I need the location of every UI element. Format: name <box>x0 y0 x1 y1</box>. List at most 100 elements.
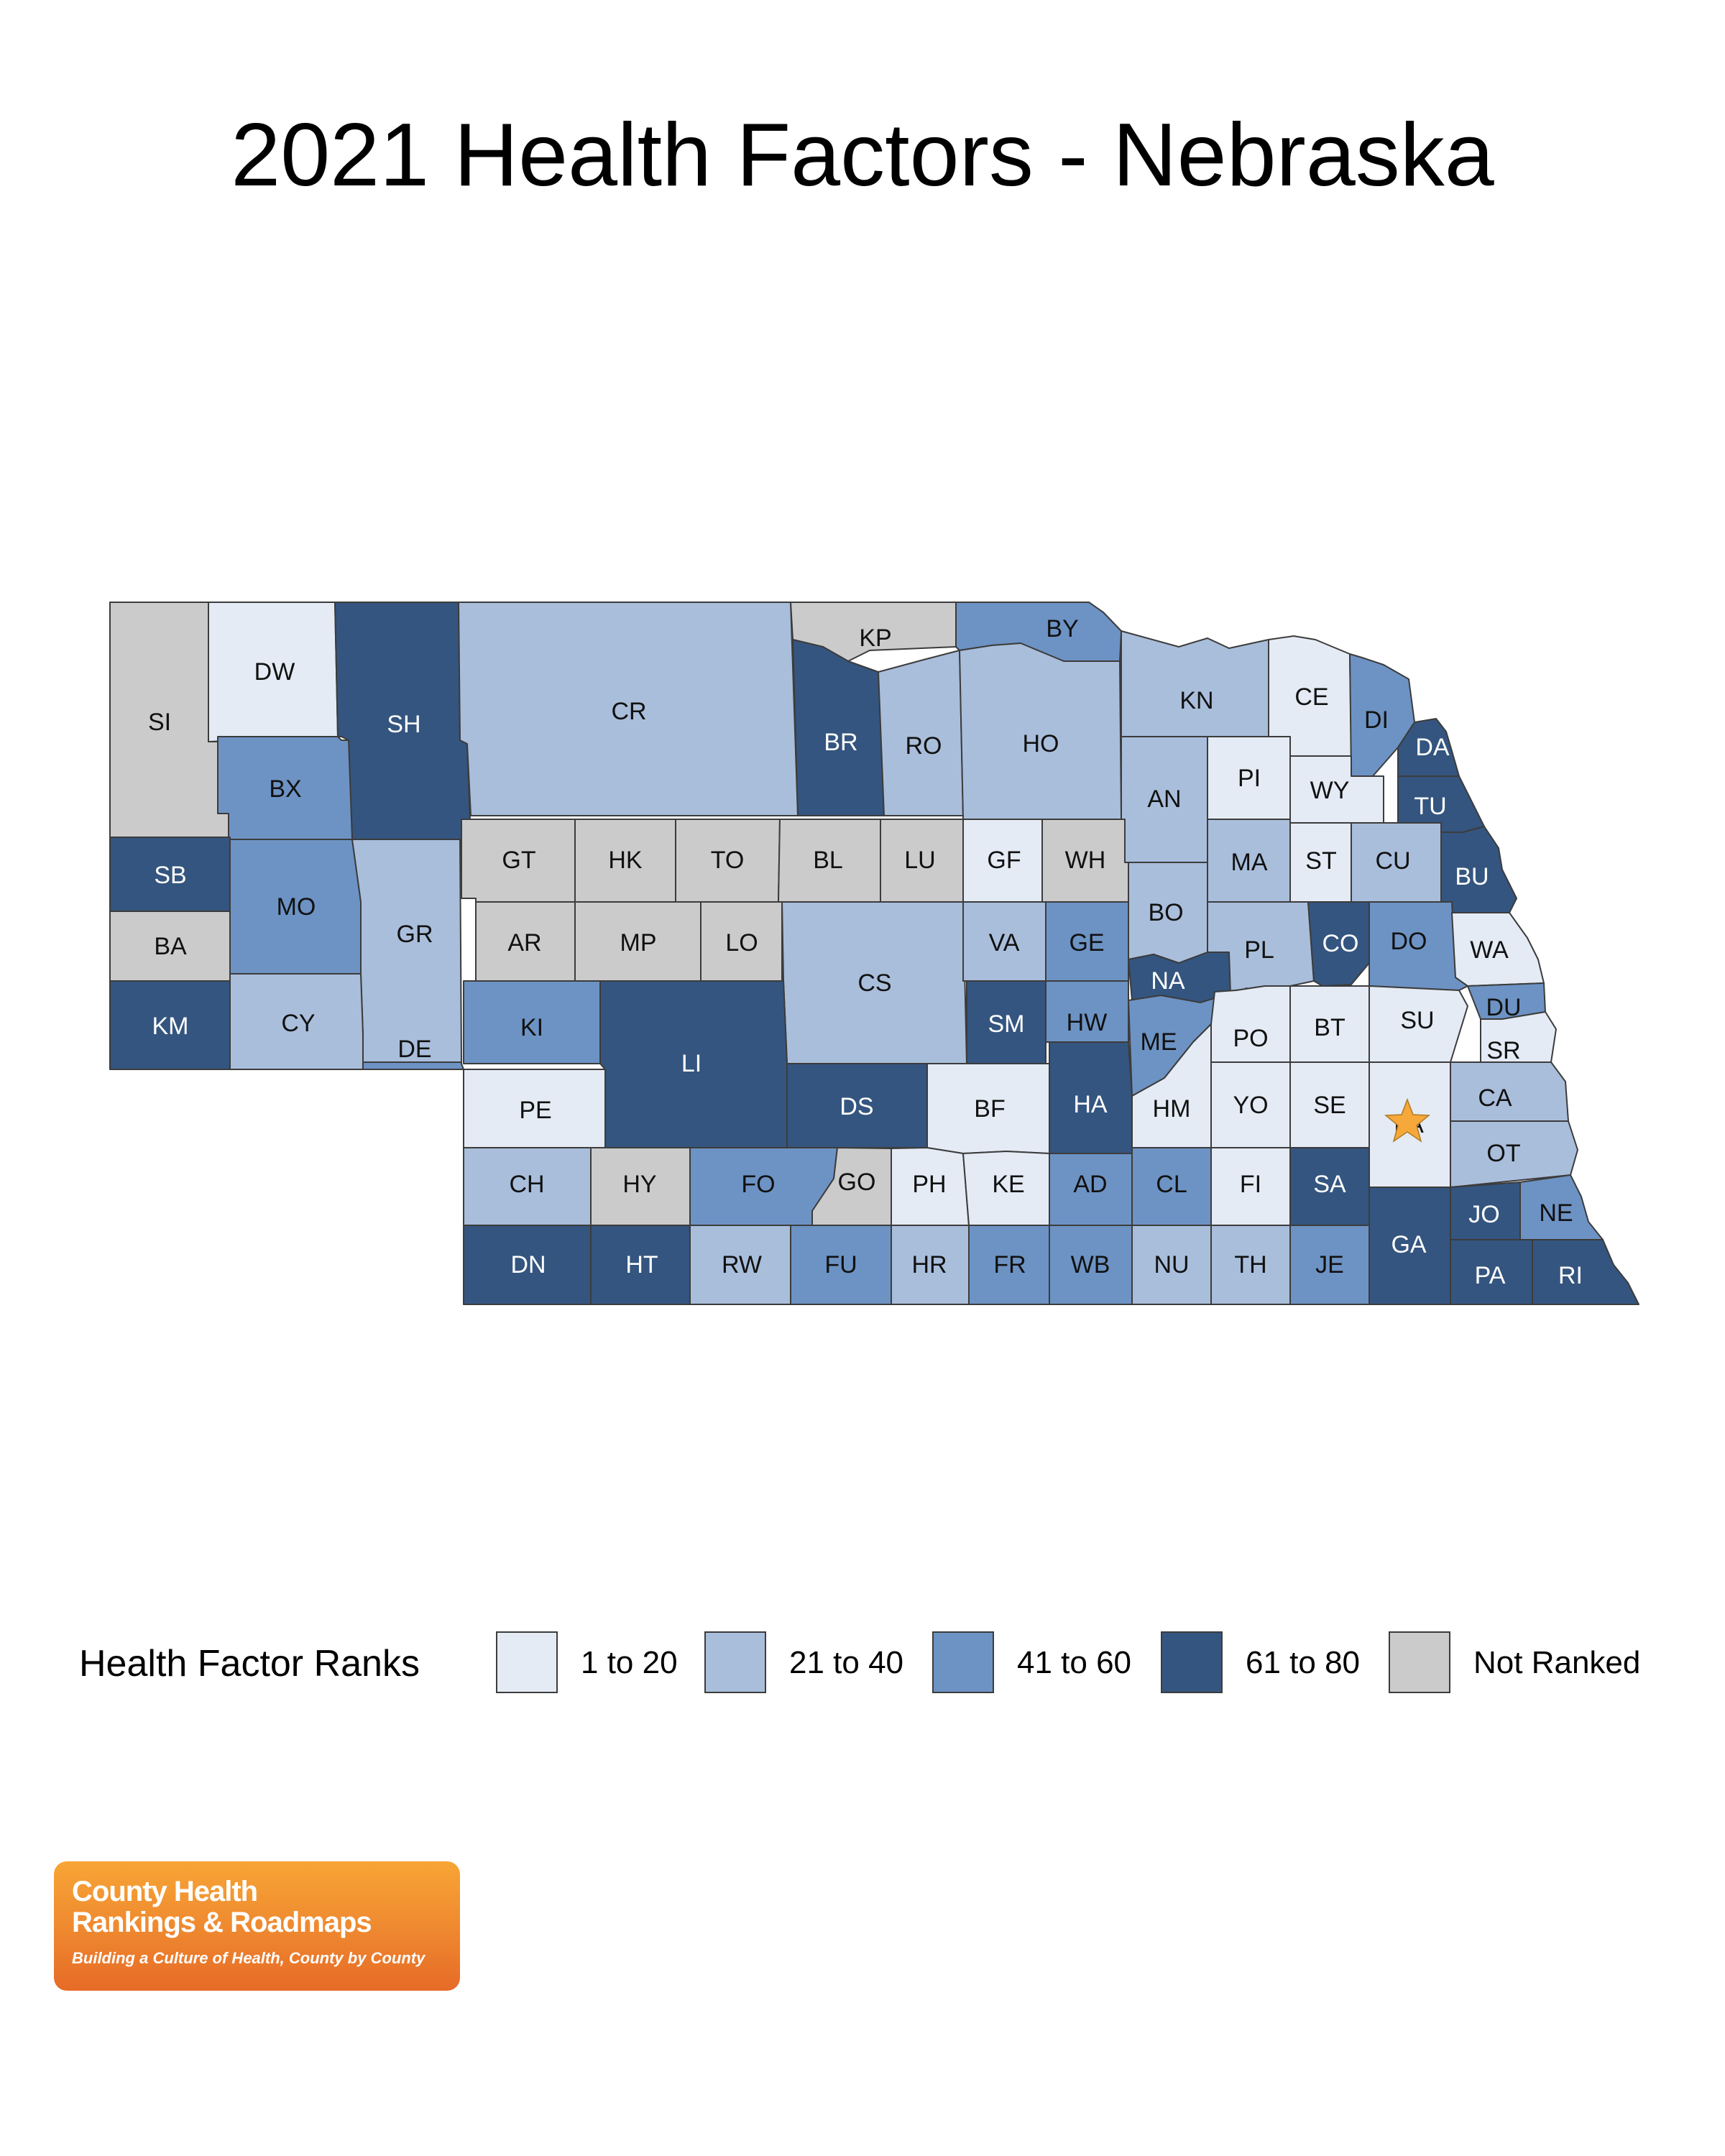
county-da <box>1397 718 1460 777</box>
county-label-ar: AR <box>507 929 541 957</box>
county-label-fo: FO <box>741 1171 775 1198</box>
county-label-fu: FU <box>824 1251 857 1279</box>
county-label-ro: RO <box>906 732 942 760</box>
county-label-kn: KN <box>1179 687 1213 714</box>
county-label-ga: GA <box>1391 1231 1426 1258</box>
county-label-lo: LO <box>725 929 758 957</box>
county-ot <box>1450 1120 1578 1188</box>
county-label-mp: MP <box>620 929 657 957</box>
county-label-fi: FI <box>1240 1171 1261 1198</box>
county-label-wa: WA <box>1470 936 1509 964</box>
county-label-bx: BX <box>269 775 301 803</box>
county-label-ki: KI <box>520 1014 543 1041</box>
county-ri <box>1532 1239 1639 1305</box>
legend-label: 1 to 20 <box>581 1645 678 1680</box>
county-label-sr: SR <box>1486 1037 1520 1064</box>
county-label-li: LI <box>681 1050 702 1077</box>
county-label-pa: PA <box>1475 1262 1506 1289</box>
county-label-du: DU <box>1486 994 1521 1021</box>
county-kn <box>1121 630 1269 737</box>
county-label-dw: DW <box>254 658 295 686</box>
county-label-pe: PE <box>519 1097 551 1124</box>
county-label-dn: DN <box>510 1251 546 1279</box>
county-label-st: ST <box>1305 847 1336 875</box>
county-label-nu: NU <box>1154 1251 1189 1279</box>
county-health-rankings-logo: County Health Rankings & Roadmaps Buildi… <box>54 1861 460 1991</box>
county-label-hk: HK <box>608 847 643 874</box>
county-label-sa: SA <box>1313 1171 1346 1198</box>
county-label-sm: SM <box>988 1010 1025 1038</box>
county-label-wb: WB <box>1071 1251 1110 1279</box>
county-label-ma: MA <box>1231 849 1268 876</box>
county-label-by: BY <box>1046 615 1078 642</box>
county-label-yo: YO <box>1233 1092 1268 1119</box>
county-label-hy: HY <box>622 1171 656 1198</box>
county-wa <box>1451 912 1545 987</box>
legend: Health Factor Ranks 1 to 20 21 to 40 41 … <box>79 1628 1660 1696</box>
county-br <box>792 639 885 816</box>
county-label-co: CO <box>1322 930 1359 957</box>
county-label-ca: CA <box>1478 1084 1512 1112</box>
county-label-ot: OT <box>1486 1140 1520 1167</box>
legend-label: 61 to 80 <box>1246 1645 1361 1680</box>
county-label-th: TH <box>1234 1251 1266 1279</box>
county-label-gt: GT <box>502 847 535 874</box>
county-label-mo: MO <box>277 893 316 921</box>
county-label-va: VA <box>989 929 1020 957</box>
legend-title: Health Factor Ranks <box>79 1643 420 1685</box>
county-label-ht: HT <box>625 1251 658 1279</box>
county-label-cu: CU <box>1375 847 1410 875</box>
logo-line-2: Rankings & Roadmaps <box>72 1907 372 1938</box>
county-label-tu: TU <box>1414 793 1446 820</box>
county-label-go: GO <box>838 1169 876 1196</box>
county-label-ri: RI <box>1558 1262 1583 1289</box>
county-label-di: DI <box>1364 706 1389 734</box>
county-label-gr: GR <box>397 921 433 948</box>
county-label-ho: HO <box>1023 730 1059 757</box>
legend-swatch <box>704 1631 766 1693</box>
legend-label: Not Ranked <box>1473 1645 1641 1680</box>
county-gr <box>351 839 462 1063</box>
county-label-wy: WY <box>1310 777 1350 804</box>
legend-swatch <box>496 1631 558 1693</box>
county-label-jo: JO <box>1468 1201 1499 1228</box>
county-label-wh: WH <box>1065 847 1106 874</box>
county-label-cs: CS <box>857 969 891 997</box>
county-label-an: AN <box>1147 786 1181 813</box>
county-label-ge: GE <box>1069 929 1104 957</box>
county-label-cr: CR <box>611 698 646 725</box>
county-label-cl: CL <box>1156 1171 1187 1198</box>
county-je <box>1289 1225 1370 1305</box>
county-label-po: PO <box>1233 1025 1268 1052</box>
county-de <box>362 1061 464 1070</box>
county-label-gf: GF <box>987 847 1021 874</box>
county-label-se: SE <box>1313 1092 1346 1119</box>
county-label-bo: BO <box>1148 899 1183 926</box>
county-label-su: SU <box>1400 1007 1434 1034</box>
county-label-ba: BA <box>154 933 187 960</box>
county-label-to: TO <box>711 847 745 874</box>
county-label-km: KM <box>152 1013 189 1040</box>
legend-label: 21 to 40 <box>789 1645 904 1680</box>
legend-swatch <box>1161 1631 1223 1693</box>
county-label-br: BR <box>824 729 857 756</box>
county-label-fr: FR <box>993 1251 1026 1279</box>
legend-swatch <box>932 1631 994 1693</box>
county-label-hw: HW <box>1067 1009 1108 1036</box>
star-icon <box>1384 1097 1430 1143</box>
county-label-ce: CE <box>1294 683 1328 711</box>
logo-line-1: County Health <box>72 1876 258 1907</box>
county-label-ke: KE <box>992 1171 1024 1198</box>
county-label-ne: NE <box>1539 1199 1573 1227</box>
county-label-lu: LU <box>904 847 935 874</box>
county-label-do: DO <box>1391 928 1427 955</box>
page-title: 2021 Health Factors - Nebraska <box>231 106 1494 205</box>
county-label-rw: RW <box>722 1251 762 1279</box>
county-label-pl: PL <box>1244 936 1274 964</box>
county-label-bu: BU <box>1455 863 1489 890</box>
logo-tagline: Building a Culture of Health, County by … <box>72 1949 426 1967</box>
county-label-ph: PH <box>912 1171 946 1198</box>
county-label-me: ME <box>1141 1028 1177 1056</box>
legend-swatch <box>1389 1631 1450 1693</box>
county-ca <box>1450 1061 1569 1122</box>
